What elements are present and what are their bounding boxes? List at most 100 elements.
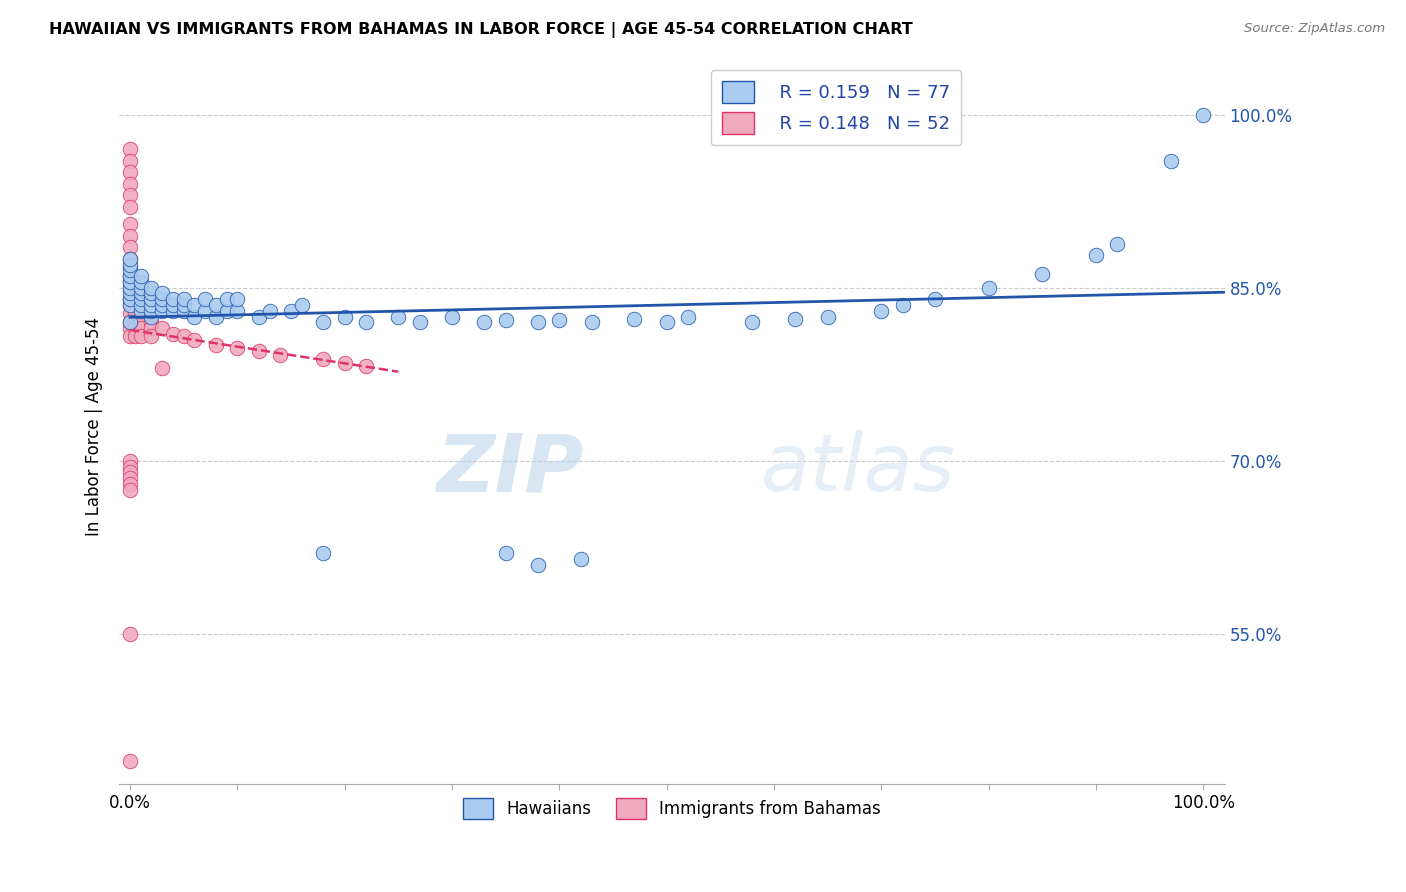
Point — [124, 321, 146, 335]
Text: atlas: atlas — [761, 430, 955, 508]
Point — [118, 228, 141, 243]
Point — [118, 298, 141, 312]
Point — [676, 310, 699, 324]
Point — [118, 465, 141, 479]
Point — [785, 311, 807, 326]
Point — [247, 310, 270, 324]
Point — [141, 329, 163, 343]
Point — [118, 252, 141, 266]
Point — [129, 281, 152, 295]
Point — [118, 329, 141, 343]
Point — [226, 341, 249, 355]
Point — [333, 356, 356, 370]
Point — [118, 306, 141, 320]
Point — [118, 292, 141, 306]
Point — [247, 344, 270, 359]
Point — [118, 476, 141, 491]
Point — [215, 292, 238, 306]
Point — [141, 292, 163, 306]
Point — [118, 627, 141, 641]
Point — [173, 298, 195, 312]
Point — [173, 329, 195, 343]
Point — [259, 303, 281, 318]
Point — [124, 315, 146, 329]
Point — [226, 303, 249, 318]
Text: ZIP: ZIP — [436, 430, 583, 508]
Point — [118, 281, 141, 295]
Point — [312, 315, 335, 329]
Point — [129, 275, 152, 289]
Point — [623, 311, 645, 326]
Point — [1192, 108, 1215, 122]
Point — [118, 252, 141, 266]
Point — [162, 292, 184, 306]
Point — [387, 310, 409, 324]
Point — [118, 260, 141, 274]
Point — [118, 275, 141, 289]
Point — [129, 303, 152, 318]
Point — [977, 281, 1000, 295]
Point — [354, 315, 377, 329]
Point — [440, 310, 463, 324]
Point — [118, 459, 141, 474]
Point — [118, 258, 141, 272]
Point — [291, 298, 314, 312]
Point — [118, 315, 141, 329]
Point — [118, 177, 141, 191]
Point — [527, 558, 550, 572]
Point — [581, 315, 603, 329]
Point — [280, 303, 302, 318]
Point — [129, 329, 152, 343]
Point — [817, 310, 839, 324]
Point — [333, 310, 356, 324]
Point — [194, 292, 217, 306]
Point — [924, 292, 946, 306]
Point — [118, 269, 141, 284]
Point — [141, 286, 163, 301]
Point — [118, 454, 141, 468]
Point — [569, 551, 592, 566]
Point — [118, 188, 141, 202]
Point — [118, 200, 141, 214]
Point — [150, 286, 173, 301]
Point — [118, 263, 141, 277]
Point — [141, 321, 163, 335]
Point — [129, 310, 152, 324]
Point — [118, 217, 141, 231]
Point — [118, 275, 141, 289]
Point — [141, 281, 163, 295]
Point — [124, 306, 146, 320]
Text: Source: ZipAtlas.com: Source: ZipAtlas.com — [1244, 22, 1385, 36]
Point — [129, 292, 152, 306]
Point — [1107, 236, 1129, 251]
Point — [183, 310, 205, 324]
Point — [118, 292, 141, 306]
Point — [118, 283, 141, 297]
Point — [312, 546, 335, 560]
Point — [129, 321, 152, 335]
Point — [118, 240, 141, 254]
Point — [141, 298, 163, 312]
Point — [118, 315, 141, 329]
Text: HAWAIIAN VS IMMIGRANTS FROM BAHAMAS IN LABOR FORCE | AGE 45-54 CORRELATION CHART: HAWAIIAN VS IMMIGRANTS FROM BAHAMAS IN L… — [49, 22, 912, 38]
Point — [124, 329, 146, 343]
Point — [173, 303, 195, 318]
Point — [891, 298, 914, 312]
Point — [118, 269, 141, 284]
Point — [215, 303, 238, 318]
Point — [205, 298, 228, 312]
Point — [1031, 267, 1053, 281]
Legend: Hawaiians, Immigrants from Bahamas: Hawaiians, Immigrants from Bahamas — [456, 792, 887, 825]
Point — [1160, 153, 1182, 168]
Point — [495, 313, 517, 327]
Point — [129, 269, 152, 284]
Point — [118, 471, 141, 485]
Point — [205, 310, 228, 324]
Point — [129, 315, 152, 329]
Point — [129, 298, 152, 312]
Point — [118, 483, 141, 497]
Point — [162, 303, 184, 318]
Point — [226, 292, 249, 306]
Point — [141, 310, 163, 324]
Point — [150, 321, 173, 335]
